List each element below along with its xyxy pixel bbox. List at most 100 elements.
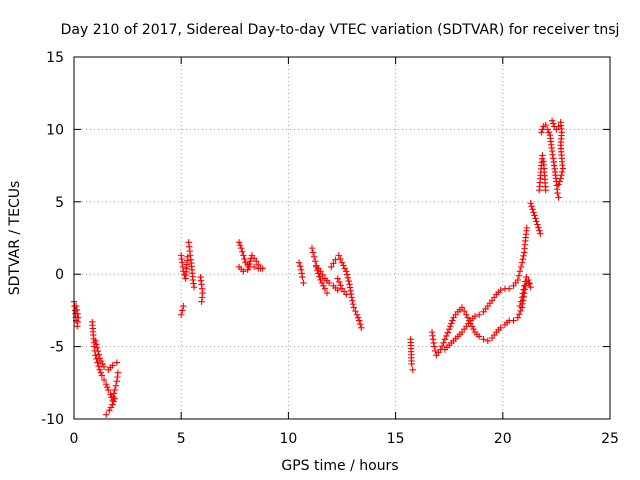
data-point	[558, 172, 565, 179]
data-point	[527, 284, 534, 291]
data-point	[430, 339, 437, 347]
data-point	[92, 337, 99, 345]
data-point	[448, 320, 455, 327]
data-point	[184, 257, 191, 264]
data-point	[96, 366, 103, 373]
data-point	[179, 263, 187, 271]
data-point	[112, 382, 120, 389]
data-point	[538, 155, 546, 163]
data-point	[341, 265, 349, 272]
data-point	[89, 328, 97, 335]
data-point	[320, 282, 327, 289]
data-point	[94, 348, 102, 355]
data-point	[308, 244, 316, 252]
data-point	[350, 304, 357, 311]
data-point	[473, 331, 481, 338]
data-point	[545, 129, 553, 136]
data-point	[114, 373, 121, 381]
data-point	[409, 366, 416, 373]
data-point	[180, 302, 187, 310]
data-point	[506, 285, 513, 292]
data-point	[100, 376, 108, 384]
data-point	[555, 194, 562, 201]
data-point	[189, 273, 196, 280]
data-point	[553, 186, 561, 193]
data-point	[110, 398, 117, 405]
data-point	[102, 411, 110, 418]
data-point	[74, 318, 81, 326]
data-point	[452, 335, 459, 342]
data-point	[456, 331, 464, 338]
data-point	[534, 221, 541, 228]
data-point	[556, 178, 563, 185]
x-tick-labels: 0 5 10 15 20 25	[70, 431, 619, 447]
data-point	[446, 326, 453, 333]
data-point	[532, 215, 539, 222]
data-point	[537, 230, 544, 237]
data-point	[530, 209, 537, 216]
data-point	[298, 270, 305, 277]
data-point	[527, 200, 534, 207]
y-tick-label: 0	[55, 267, 64, 283]
data-point	[528, 203, 535, 210]
data-point	[521, 241, 529, 248]
data-point	[529, 206, 536, 213]
data-point	[548, 144, 555, 152]
data-point	[93, 344, 101, 351]
data-point	[105, 386, 112, 394]
data-point	[435, 349, 442, 356]
data-point	[518, 294, 526, 301]
data-point	[241, 255, 248, 263]
data-point	[495, 289, 502, 296]
data-point	[358, 324, 365, 331]
data-point	[188, 263, 195, 270]
data-point	[197, 277, 205, 284]
data-point	[482, 305, 489, 313]
data-point	[97, 369, 104, 376]
data-point	[542, 183, 549, 190]
data-point	[514, 314, 522, 321]
data-point	[443, 344, 451, 351]
data-point	[353, 311, 361, 318]
data-point	[244, 266, 251, 274]
data-point	[238, 244, 245, 252]
data-point	[317, 276, 324, 284]
data-point	[96, 354, 103, 362]
data-point	[335, 252, 342, 259]
x-tick-label: 5	[177, 431, 186, 447]
data-point	[312, 257, 319, 265]
data-point	[549, 120, 557, 127]
data-point	[296, 263, 304, 270]
data-point	[309, 249, 317, 256]
data-point	[516, 311, 523, 318]
data-point	[539, 126, 546, 133]
data-point	[98, 372, 106, 379]
data-point	[257, 265, 264, 272]
data-point	[352, 307, 359, 315]
data-point	[555, 181, 562, 188]
data-point	[99, 360, 106, 368]
data-point	[522, 278, 529, 285]
grid	[74, 57, 610, 419]
data-point	[321, 285, 329, 292]
data-point	[518, 259, 526, 266]
data-point	[250, 263, 258, 271]
data-point	[357, 320, 364, 328]
data-point	[340, 262, 347, 269]
data-point	[95, 351, 103, 358]
data-point	[179, 307, 186, 314]
data-point	[491, 294, 498, 301]
data-point	[525, 276, 532, 284]
data-point	[295, 259, 303, 266]
data-point	[247, 257, 254, 265]
data-point	[558, 151, 565, 159]
data-point	[503, 319, 511, 326]
data-point	[448, 339, 455, 347]
data-point	[558, 125, 565, 133]
data-point	[452, 311, 459, 318]
data-point	[245, 263, 252, 271]
data-point	[463, 311, 470, 318]
data-point	[541, 168, 548, 176]
data-point	[536, 227, 543, 234]
data-point	[102, 381, 110, 388]
